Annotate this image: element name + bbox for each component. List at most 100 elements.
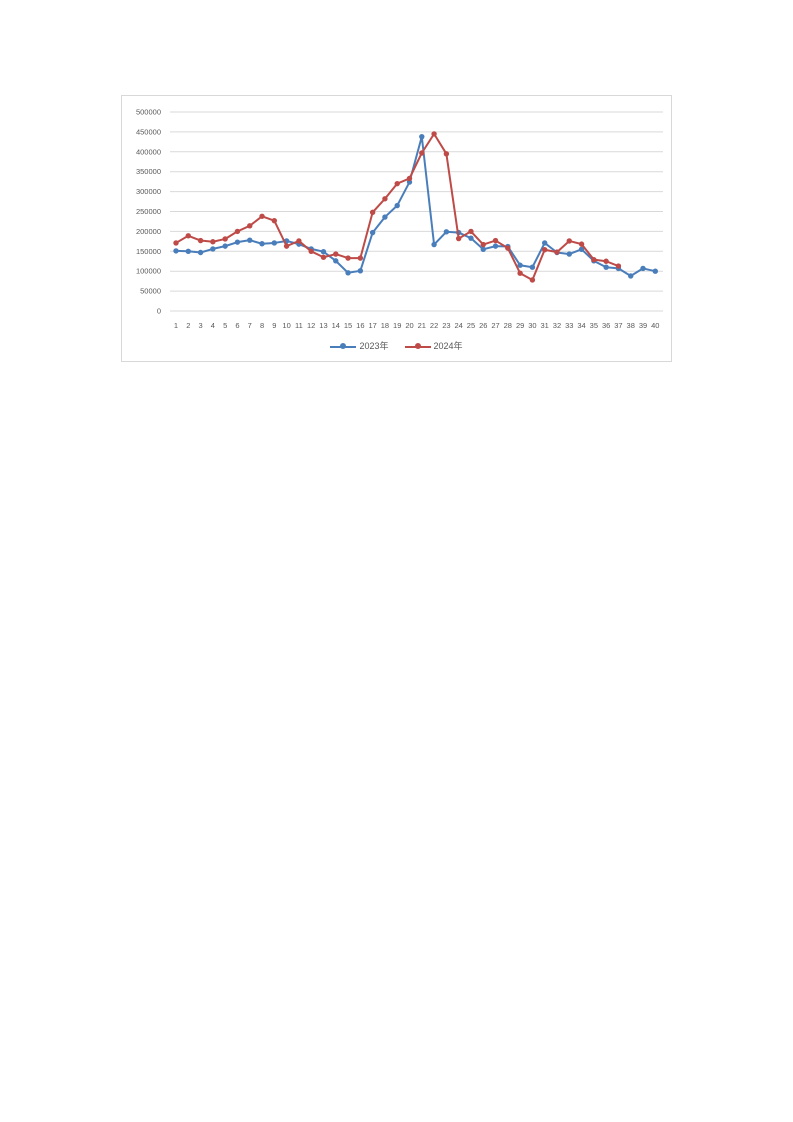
y-tick-label: 450000: [136, 127, 161, 136]
data-point-marker: [431, 131, 437, 137]
x-tick-label: 1: [174, 321, 178, 330]
x-tick-label: 12: [307, 321, 315, 330]
data-point-marker: [505, 245, 511, 251]
x-tick-label: 13: [319, 321, 327, 330]
x-tick-label: 17: [368, 321, 376, 330]
data-point-marker: [333, 258, 339, 264]
y-tick-label: 150000: [136, 247, 161, 256]
data-point-marker: [234, 228, 241, 235]
data-point-marker: [529, 277, 536, 283]
x-tick-label: 7: [248, 321, 252, 330]
data-point-marker: [394, 202, 400, 209]
x-tick-label: 15: [344, 321, 352, 330]
x-tick-label: 32: [553, 321, 561, 330]
chart-container: 0 50000 100000 150000 200000 250000 300000 3500…: [121, 95, 672, 362]
legend-item-2024: 2024年: [404, 342, 463, 351]
data-point-marker: [222, 243, 228, 249]
data-point-marker: [271, 240, 278, 246]
data-point-marker: [554, 249, 560, 255]
data-point-marker: [578, 241, 585, 247]
data-point-marker: [271, 217, 278, 224]
x-tick-label: 2: [186, 321, 190, 330]
data-point-marker: [517, 262, 523, 268]
x-tick-label: 19: [393, 321, 401, 330]
data-point-marker: [541, 240, 548, 246]
data-point-marker: [443, 151, 450, 157]
data-point-marker: [566, 251, 572, 257]
data-point-marker: [345, 255, 351, 261]
x-tick-label: 31: [541, 321, 549, 330]
data-point-marker: [259, 213, 265, 219]
data-point-marker: [406, 175, 413, 182]
data-point-marker: [443, 229, 450, 235]
x-tick-label: 35: [590, 321, 598, 330]
legend-line-marker-icon: [330, 342, 357, 351]
data-point-marker: [492, 237, 499, 244]
data-point-marker: [185, 233, 191, 239]
data-point-marker: [480, 241, 486, 248]
y-tick-label: 100000: [136, 267, 161, 276]
legend-line-marker-icon: [404, 342, 431, 351]
data-point-marker: [369, 229, 376, 236]
data-point-marker: [382, 196, 388, 202]
x-tick-label: 5: [223, 321, 227, 330]
data-point-marker: [320, 248, 327, 255]
data-point-marker: [455, 235, 462, 242]
data-point-marker: [333, 251, 339, 257]
data-point-marker: [591, 256, 597, 263]
x-tick-label: 9: [272, 321, 276, 330]
x-tick-label: 38: [627, 321, 635, 330]
y-tick-label: 250000: [136, 207, 161, 216]
data-point-marker: [308, 248, 314, 254]
data-point-marker: [566, 238, 572, 244]
x-tick-label: 14: [332, 321, 340, 330]
x-tick-label: 3: [198, 321, 202, 330]
chart-legend: 2023年 2024年: [122, 342, 671, 351]
data-point-marker: [210, 239, 216, 245]
x-tick-label: 27: [491, 321, 499, 330]
line-chart: 0500001000001500002000002500003000003500…: [136, 108, 663, 330]
data-point-marker: [517, 270, 523, 276]
data-point-marker: [197, 237, 204, 244]
data-point-marker: [468, 235, 474, 241]
y-tick-label: 400000: [136, 147, 161, 156]
data-point-marker: [173, 248, 179, 254]
data-point-marker: [492, 243, 499, 249]
x-tick-label: 8: [260, 321, 264, 330]
data-point-marker: [296, 238, 302, 244]
y-tick-label: 200000: [136, 227, 161, 236]
data-point-marker: [640, 265, 646, 272]
data-point-marker: [652, 268, 658, 274]
x-tick-label: 28: [504, 321, 512, 330]
data-point-marker: [357, 255, 364, 261]
x-tick-label: 37: [614, 321, 622, 330]
x-tick-label: 39: [639, 321, 647, 330]
x-tick-label: 25: [467, 321, 475, 330]
data-point-marker: [480, 246, 486, 253]
data-point-marker: [382, 214, 388, 220]
data-point-marker: [259, 241, 265, 247]
y-tick-label: 300000: [136, 187, 161, 196]
y-tick-label: 500000: [136, 108, 161, 117]
data-point-marker: [419, 133, 425, 140]
data-point-marker: [210, 246, 216, 252]
data-point-marker: [247, 237, 253, 243]
x-tick-label: 10: [282, 321, 290, 330]
data-point-marker: [173, 240, 179, 246]
data-point-marker: [247, 223, 253, 229]
data-point-marker: [185, 248, 191, 254]
data-point-marker: [419, 150, 425, 156]
x-tick-label: 36: [602, 321, 610, 330]
y-tick-label: 350000: [136, 167, 161, 176]
data-point-marker: [603, 258, 609, 264]
x-tick-label: 20: [405, 321, 413, 330]
x-tick-label: 21: [418, 321, 426, 330]
data-point-marker: [369, 209, 376, 215]
legend-item-2023: 2023年: [330, 342, 389, 351]
data-point-marker: [197, 249, 204, 256]
data-point-marker: [222, 236, 228, 242]
y-tick-label: 0: [157, 307, 161, 316]
x-tick-label: 22: [430, 321, 438, 330]
data-point-marker: [578, 246, 585, 253]
